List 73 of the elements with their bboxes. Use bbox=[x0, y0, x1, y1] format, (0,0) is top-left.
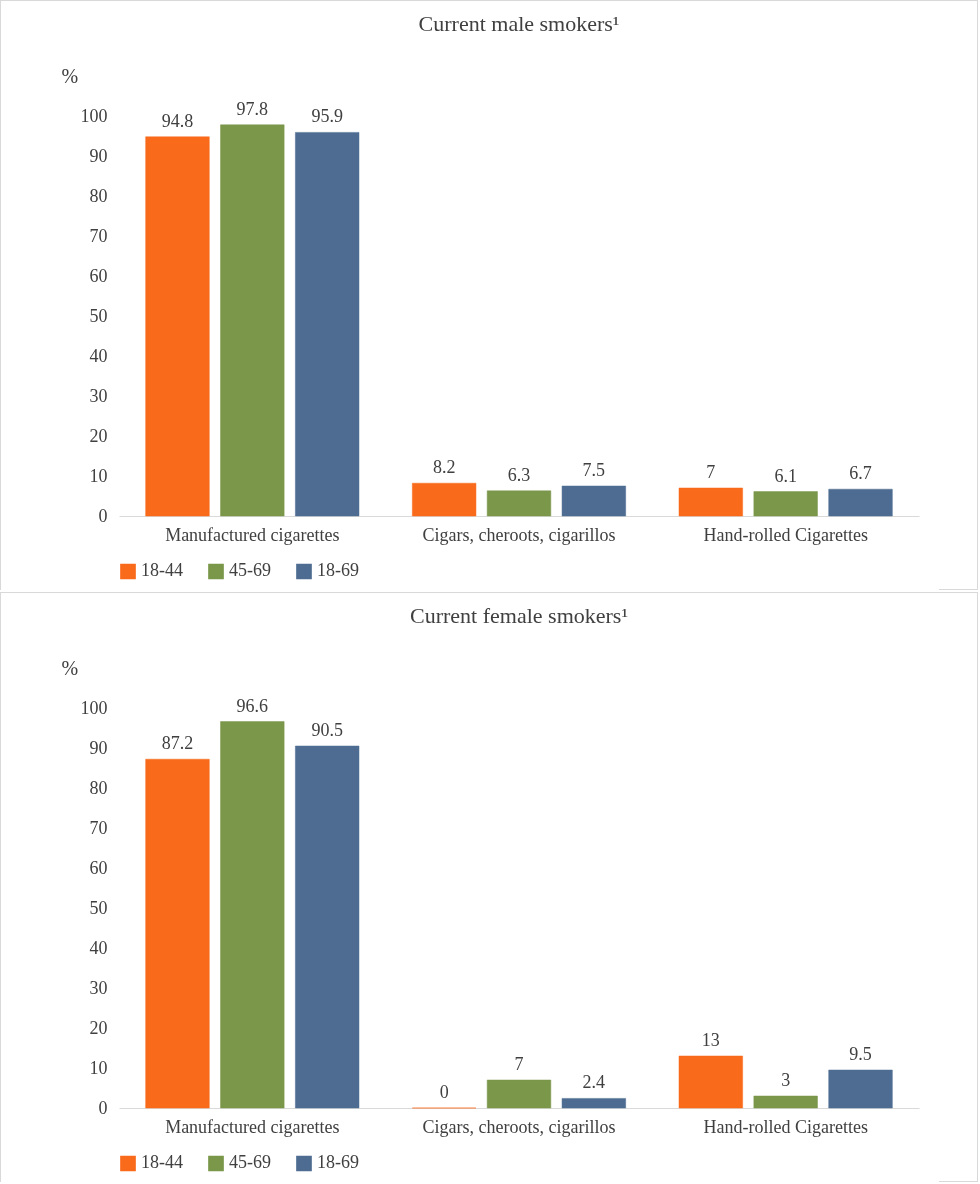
y-tick-label: 10 bbox=[89, 465, 108, 486]
data-label: 7 bbox=[706, 462, 716, 482]
chart-title: Current female smokers¹ bbox=[410, 603, 628, 628]
bar bbox=[561, 1098, 626, 1109]
y-tick-label: 30 bbox=[89, 385, 108, 406]
legend-label: 18-44 bbox=[141, 560, 183, 581]
data-label: 6.1 bbox=[774, 465, 797, 486]
y-tick-label: 50 bbox=[89, 305, 108, 326]
bar bbox=[412, 482, 477, 517]
y-tick-label: 80 bbox=[89, 777, 108, 798]
data-label: 8.2 bbox=[432, 457, 456, 478]
y-tick-label: 100 bbox=[80, 697, 108, 718]
x-tick-label: Hand-rolled Cigarettes bbox=[703, 524, 868, 545]
legend-label: 18-69 bbox=[317, 1152, 359, 1173]
y-tick-label: 60 bbox=[89, 857, 108, 878]
y-tick-label: 30 bbox=[89, 977, 108, 998]
data-label: 3 bbox=[781, 1070, 791, 1090]
data-label: 2.4 bbox=[582, 1072, 606, 1093]
bar bbox=[828, 1069, 893, 1109]
data-label: 87.2 bbox=[161, 733, 194, 754]
y-tick-label: 90 bbox=[89, 737, 108, 758]
legend-label: 18-69 bbox=[317, 560, 359, 581]
data-label: 6.7 bbox=[849, 463, 872, 484]
bar bbox=[678, 1055, 743, 1109]
data-label: 7.5 bbox=[582, 460, 606, 480]
y-tick-label: 40 bbox=[89, 345, 108, 366]
bar bbox=[145, 136, 210, 517]
bar bbox=[486, 1079, 552, 1109]
data-label: 7 bbox=[514, 1054, 524, 1074]
y-tick-label: 80 bbox=[89, 185, 108, 206]
x-tick-label: Manufactured cigarettes bbox=[165, 1116, 340, 1137]
bar bbox=[486, 490, 552, 517]
legend-label: 45-69 bbox=[229, 1152, 271, 1173]
data-label: 0 bbox=[439, 1082, 449, 1102]
y-tick-label: 10 bbox=[89, 1057, 108, 1078]
y-axis-title: % bbox=[61, 64, 79, 87]
y-axis-title: % bbox=[61, 656, 79, 679]
bar bbox=[220, 721, 285, 1109]
y-tick-label: 0 bbox=[98, 1097, 108, 1118]
x-tick-label: Cigars, cheroots, cigarillos bbox=[422, 524, 616, 545]
x-tick-label: Manufactured cigarettes bbox=[165, 524, 340, 545]
y-tick-label: 70 bbox=[89, 225, 108, 246]
data-label: 90.5 bbox=[311, 720, 343, 740]
legend-label: 18-44 bbox=[141, 1152, 183, 1173]
y-tick-label: 100 bbox=[80, 105, 108, 126]
y-tick-label: 40 bbox=[89, 937, 108, 958]
bar bbox=[220, 124, 285, 517]
y-tick-label: 20 bbox=[89, 1017, 108, 1038]
data-label: 94.8 bbox=[161, 110, 194, 131]
data-label: 97.8 bbox=[236, 98, 269, 119]
bar bbox=[753, 491, 818, 517]
bar bbox=[295, 745, 360, 1109]
legend-label: 45-69 bbox=[229, 560, 271, 581]
bar bbox=[753, 1095, 818, 1109]
bar bbox=[295, 132, 360, 517]
y-tick-label: 70 bbox=[89, 817, 108, 838]
data-label: 9.5 bbox=[849, 1044, 872, 1064]
data-label: 13 bbox=[701, 1030, 720, 1050]
y-tick-label: 20 bbox=[89, 425, 108, 446]
y-tick-label: 50 bbox=[89, 897, 108, 918]
y-tick-label: 90 bbox=[89, 145, 108, 166]
bar bbox=[678, 487, 743, 517]
chart-title: Current male smokers¹ bbox=[418, 11, 620, 36]
bar bbox=[145, 758, 210, 1109]
x-tick-label: Hand-rolled Cigarettes bbox=[703, 1116, 868, 1137]
data-label: 6.3 bbox=[507, 464, 531, 485]
data-label: 95.9 bbox=[311, 106, 343, 127]
x-tick-label: Cigars, cheroots, cigarillos bbox=[422, 1116, 616, 1137]
bar bbox=[561, 485, 626, 517]
y-tick-label: 60 bbox=[89, 265, 108, 286]
bar bbox=[828, 488, 893, 517]
data-label: 96.6 bbox=[236, 695, 269, 716]
y-tick-label: 0 bbox=[98, 505, 108, 526]
